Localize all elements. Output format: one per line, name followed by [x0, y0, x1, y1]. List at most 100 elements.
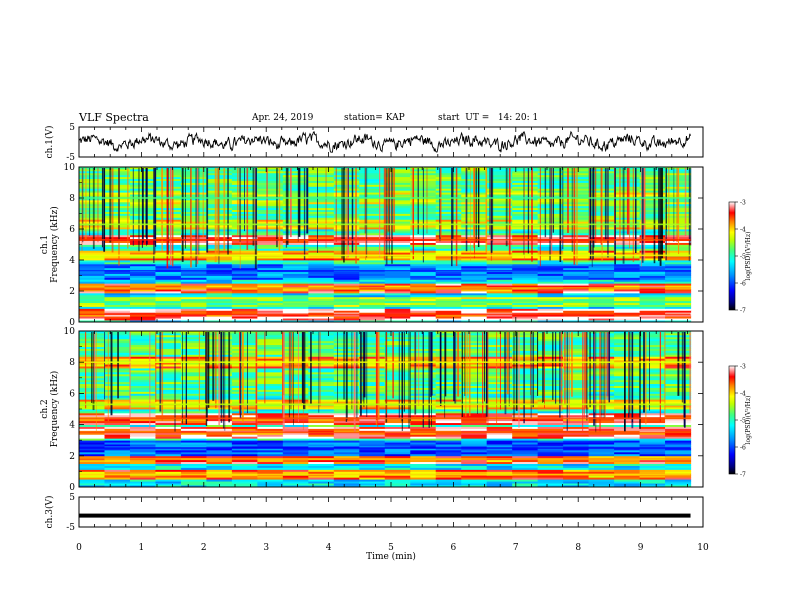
ch1-spectrogram-cell	[359, 213, 386, 216]
ch2-spectrogram-cell	[461, 342, 488, 346]
ch1-spectrogram-cell	[180, 217, 207, 220]
ch1-spectrogram-cell	[257, 296, 284, 300]
ch1-spectrogram-cell	[639, 275, 666, 278]
ch2-spectrogram-cell	[384, 346, 411, 349]
ch1-spectrogram-cell	[639, 250, 666, 253]
ch1-spectrogram-cell	[79, 184, 106, 187]
ch1-spectrogram-cell	[512, 167, 539, 170]
ch1-spectrogram-cell	[206, 198, 233, 201]
ch1-spectrogram-cell	[308, 289, 335, 292]
ch1-spectrogram-cell	[563, 265, 590, 269]
ch2-spectrogram-cell	[180, 479, 207, 482]
ch1-spectrogram-burst	[285, 168, 288, 248]
ch2-spectrogram-cell	[537, 434, 564, 437]
ch2-spectrogram-cell	[308, 477, 335, 480]
ch2-spectrogram-cell	[359, 389, 386, 392]
ch2-spectrogram-cell	[257, 352, 284, 355]
ch2-spectrogram-cell	[665, 395, 692, 398]
ch2-spectrogram-cell	[512, 412, 539, 416]
ch1-spectrogram-cell	[308, 168, 335, 172]
ch1-spectrogram-cell	[104, 217, 131, 220]
ch2-spectrogram-cell	[563, 412, 590, 416]
ch2-spectrogram-cell	[461, 465, 488, 468]
ch2-spectrogram-cell	[359, 449, 386, 453]
ch1-spectrogram-cell	[180, 291, 207, 294]
ch1-spectrogram-cell	[359, 314, 386, 317]
ch1-spectrogram-cell	[461, 263, 488, 267]
ch1-spectrogram-cell	[486, 263, 513, 267]
ch1-spectrogram-cell	[155, 291, 182, 294]
ch2-spectrogram-cell	[614, 438, 641, 441]
ch1-spectrogram-burst	[181, 168, 184, 262]
ch1-spectrogram-cell	[486, 258, 513, 261]
ch1-spectrogram-cell	[308, 219, 335, 222]
ch1-spectrogram-cell	[512, 192, 539, 195]
ch2-spectrogram-cell	[512, 397, 539, 400]
ch1-spectrogram-burst	[239, 168, 241, 242]
ch2-spectrogram-cell	[104, 463, 131, 466]
ch2-spectrogram-cell	[155, 385, 182, 388]
ch1-spectrogram-cell	[104, 279, 131, 282]
ch1-spectrogram-cell	[384, 273, 411, 276]
ch1-spectrogram-cell	[282, 308, 309, 311]
ch1-spectrogram-cell	[665, 271, 692, 274]
ch1-spectrogram-cell	[308, 170, 335, 174]
ch2-spectrogram-cell	[155, 405, 182, 408]
ch1-spectrogram-burst	[475, 168, 477, 242]
ch1-spectrogram-cell	[79, 178, 106, 181]
ch2-spectrogram-cell	[537, 391, 564, 394]
ch2-spectrogram-cell	[537, 362, 564, 365]
ch2-spectrogram-cell	[384, 449, 411, 453]
ch1-spectrogram-burst	[297, 168, 299, 242]
ch2-spectrogram-cell	[461, 424, 488, 427]
ch2-spectrogram-cell	[180, 418, 207, 422]
ch2-spectrogram-cell	[461, 432, 488, 435]
ch1-spectrogram-cell	[231, 273, 258, 276]
ch2-spectrogram-colorbar	[728, 365, 736, 475]
ch1-spectrogram-cell	[231, 256, 258, 259]
ch1-spectrogram-burst	[689, 168, 692, 246]
ch2-spectrogram-cell	[537, 444, 564, 447]
ch2-spectrogram-cell	[155, 455, 182, 459]
ch1-spectrogram-cell	[639, 318, 666, 321]
ch2-spectrogram-burst	[544, 332, 545, 409]
ch2-spectrogram-cell	[486, 385, 513, 388]
ch2-spectrogram-cell	[155, 453, 182, 457]
ch1-spectrogram-cell	[665, 281, 692, 284]
ch2-spectrogram-cell	[129, 455, 157, 459]
ch1-spectrogram-cell	[512, 261, 539, 265]
ch1-spectrogram-cell	[512, 294, 539, 298]
ch1-spectrogram-cell	[588, 273, 615, 276]
ch2-spectrogram-cell	[155, 346, 182, 349]
ch2-spectrogram-cell	[435, 389, 462, 392]
ch2-spectrogram-cell	[359, 344, 386, 347]
ch1-spectrogram-cell	[665, 308, 692, 311]
ch2-spectrogram-cell	[563, 379, 590, 383]
ch1-spectrogram-cell	[180, 186, 207, 189]
ch1-spectrogram-cell	[257, 172, 284, 176]
ch1-spectrogram-cell	[614, 316, 641, 319]
ch1-spectrogram-cell	[79, 227, 106, 230]
ch2-spectrogram-cell	[639, 438, 666, 441]
ch2-spectrogram-cell	[180, 451, 207, 455]
ch1-spectrogram-cell	[435, 203, 462, 207]
ch1-spectrogram-cell	[308, 225, 335, 228]
ch2-spectrogram-burst	[129, 332, 131, 420]
ch1-spectrogram-cell	[308, 213, 335, 216]
ch1-spectrogram-cell	[333, 285, 360, 288]
ch2-spectrogram-cell	[537, 399, 564, 402]
ch1-spectrogram-cell	[79, 203, 106, 207]
ch1-spectrogram-cell	[537, 261, 564, 265]
ch2-spectrogram-cell	[486, 420, 513, 424]
ch1-spectrogram-cell	[129, 277, 157, 280]
ch2-spectrogram-cell	[180, 358, 207, 361]
ch2-spectrogram-cell	[537, 366, 564, 369]
ch2-spectrogram-cell	[257, 364, 284, 367]
ch1-spectrogram-cell	[359, 219, 386, 222]
ch2-spectrogram-cell	[461, 461, 488, 464]
ch1-spectrogram-cell	[563, 198, 590, 201]
ch2-spectrogram-cell	[537, 373, 564, 377]
ch2-spectrogram-cell	[614, 449, 641, 453]
ch2-spectrogram-burst	[606, 332, 609, 401]
x-tick-label: 10	[697, 543, 709, 553]
